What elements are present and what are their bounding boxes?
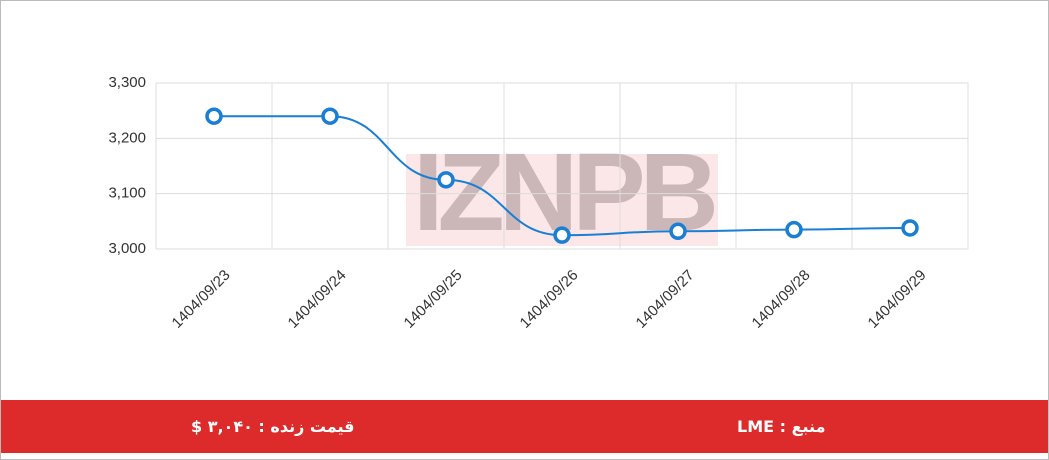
x-tick-label: 1404/09/28 xyxy=(749,267,814,332)
y-tick-label: 3,300 xyxy=(108,74,146,91)
x-tick-label: 1404/09/26 xyxy=(517,267,582,332)
data-point xyxy=(321,107,339,125)
data-point xyxy=(785,220,803,239)
x-tick-label: 1404/09/24 xyxy=(285,267,350,332)
footer-bar: قیمت زنده : ۳,۰۴۰ $ منبع : LME xyxy=(1,400,1048,453)
data-point xyxy=(553,226,571,244)
x-tick-label: 1404/09/25 xyxy=(401,267,466,332)
data-point xyxy=(205,107,223,125)
source: منبع : LME xyxy=(737,417,826,436)
x-tick-label: 1404/09/27 xyxy=(633,267,698,332)
y-tick-label: 3,000 xyxy=(108,240,146,257)
x-tick-label: 1404/09/29 xyxy=(865,267,930,332)
y-tick-label: 3,200 xyxy=(108,129,146,146)
y-tick-label: 3,100 xyxy=(108,185,146,202)
live-price: قیمت زنده : ۳,۰۴۰ $ xyxy=(191,417,355,436)
data-point xyxy=(901,219,919,237)
data-point xyxy=(437,171,455,189)
data-point xyxy=(669,222,687,241)
x-tick-label: 1404/09/23 xyxy=(169,267,234,332)
